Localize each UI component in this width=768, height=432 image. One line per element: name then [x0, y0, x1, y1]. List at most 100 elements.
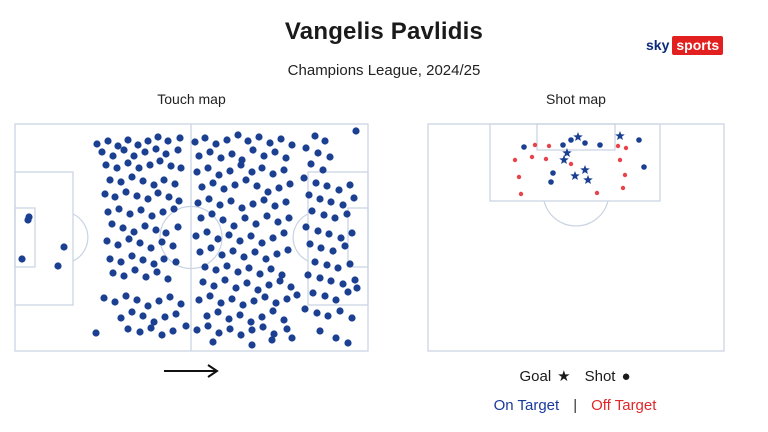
touch-dot	[276, 277, 284, 285]
touch-dot	[230, 222, 238, 230]
shot-dot	[623, 145, 629, 151]
touch-dot	[309, 289, 317, 297]
touch-dot	[92, 329, 100, 337]
touch-dot	[131, 266, 139, 274]
touch-dot	[225, 315, 233, 323]
touch-dot	[175, 197, 183, 205]
shot-dot	[620, 185, 626, 191]
touch-dot	[286, 180, 294, 188]
touch-dot	[280, 229, 288, 237]
touch-dot	[241, 214, 249, 222]
touch-dot	[229, 247, 237, 255]
touch-dot	[104, 208, 112, 216]
touch-dot	[171, 180, 179, 188]
touch-dot	[327, 198, 335, 206]
touch-dot	[259, 323, 267, 331]
touch-dot	[212, 140, 220, 148]
touch-dot	[201, 263, 209, 271]
touch-dot	[144, 195, 152, 203]
touch-dot	[226, 167, 234, 175]
touch-dot	[111, 193, 119, 201]
touch-dot	[206, 292, 214, 300]
touch-dot	[352, 127, 360, 135]
touch-dot	[174, 146, 182, 154]
touch-dot	[251, 248, 259, 256]
touch-dot	[204, 164, 212, 172]
touch-dot	[196, 248, 204, 256]
shot-pitch-outline	[427, 123, 725, 352]
touch-dot	[106, 255, 114, 263]
touch-dot	[272, 299, 280, 307]
touch-dot	[147, 324, 155, 332]
touch-dot	[109, 269, 117, 277]
shot-dot	[512, 157, 518, 163]
touch-dot	[250, 297, 258, 305]
touch-dot	[344, 288, 352, 296]
goal-star	[615, 131, 625, 141]
shot-dot	[532, 142, 538, 148]
touch-dot	[269, 170, 277, 178]
touch-dot	[288, 334, 296, 342]
touch-dot	[206, 148, 214, 156]
touch-dot	[182, 322, 190, 330]
touch-dot	[124, 136, 132, 144]
color-legend: On Target | Off Target	[430, 397, 720, 414]
goal-star	[562, 148, 572, 158]
touch-dot	[137, 206, 145, 214]
touch-dot	[234, 131, 242, 139]
touch-dot	[18, 255, 26, 263]
touch-dot	[216, 201, 224, 209]
touch-dot	[134, 141, 142, 149]
legend-off-target: Off Target	[591, 397, 657, 414]
touch-dots	[18, 127, 361, 349]
touch-dot	[100, 294, 108, 302]
shot-dot	[597, 142, 603, 148]
touch-pitch-lines	[14, 123, 369, 352]
touch-dot	[153, 268, 161, 276]
touch-dot	[262, 255, 270, 263]
touch-dot	[244, 137, 252, 145]
touch-pitch-outline	[14, 123, 369, 352]
shot-dot	[546, 143, 552, 149]
touch-dot	[308, 207, 316, 215]
touch-dot	[261, 293, 269, 301]
shot-dot	[543, 156, 549, 162]
touch-dot	[321, 137, 329, 145]
touch-dot	[344, 339, 352, 347]
touch-dot	[201, 134, 209, 142]
touch-dot	[161, 313, 169, 321]
touch-dot	[271, 202, 279, 210]
shot-dot	[622, 172, 628, 178]
touch-right-arc	[292, 213, 309, 262]
touch-dot	[317, 244, 325, 252]
touch-dot	[284, 246, 292, 254]
touch-dot	[314, 149, 322, 157]
touch-dot	[120, 272, 128, 280]
touch-dot	[203, 312, 211, 320]
touch-dot	[268, 336, 276, 344]
shot-penalty-arc	[543, 200, 609, 227]
shot-map-label: Shot map	[546, 91, 606, 107]
shot-dot	[516, 174, 522, 180]
touch-dot	[93, 140, 101, 148]
touch-dot	[223, 136, 231, 144]
touch-dot	[159, 208, 167, 216]
touch-dot	[339, 280, 347, 288]
touch-dot	[169, 327, 177, 335]
touch-dot	[177, 164, 185, 172]
touch-dot	[323, 182, 331, 190]
shot-dot	[550, 170, 556, 176]
touch-dot	[350, 194, 358, 202]
touch-dot	[146, 161, 154, 169]
touch-dot	[274, 218, 282, 226]
touch-dot	[208, 210, 216, 218]
touch-dot	[60, 243, 68, 251]
touch-dot	[177, 300, 185, 308]
touch-dot	[231, 181, 239, 189]
touch-dot	[24, 216, 32, 224]
touch-dot	[113, 164, 121, 172]
touch-dot	[111, 298, 119, 306]
sky-sports-logo: sky sports	[646, 35, 724, 55]
touch-dot	[172, 310, 180, 318]
touch-dot	[174, 223, 182, 231]
